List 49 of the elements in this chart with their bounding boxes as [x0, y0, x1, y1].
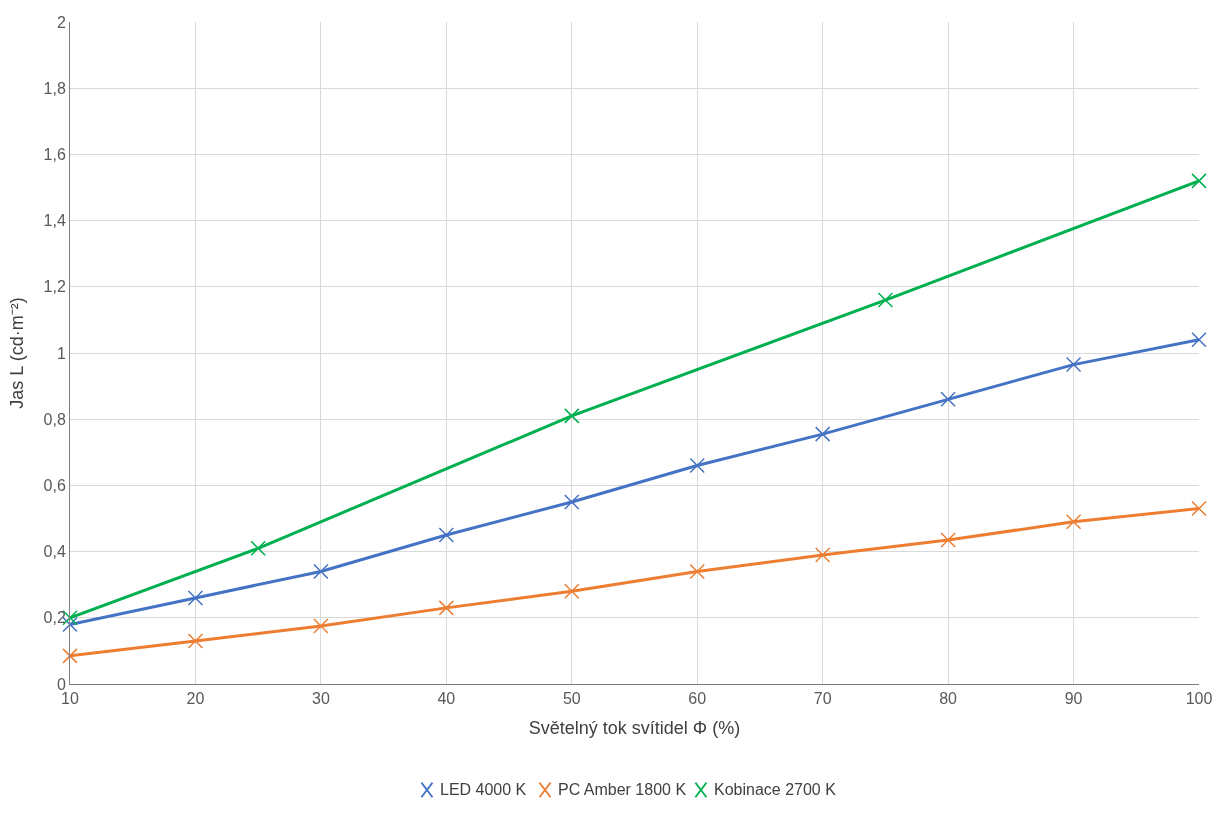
x-tick-label: 10	[61, 690, 79, 708]
y-tick-label: 1,6	[43, 146, 66, 163]
legend-label: LED 4000 K	[440, 781, 527, 798]
point	[250, 540, 266, 557]
x-tick-label: 20	[186, 690, 205, 708]
x-tick-label: 80	[939, 690, 958, 708]
x-tick-label: 40	[437, 690, 456, 708]
point	[438, 527, 455, 543]
point	[689, 457, 705, 474]
point	[1065, 514, 1082, 530]
point	[187, 590, 204, 606]
x-tick-label: 100	[1185, 690, 1213, 708]
x-tick-label: 60	[688, 690, 707, 708]
y-tick-label: 1,8	[43, 79, 66, 97]
x-tick-label: 70	[813, 690, 832, 708]
point	[689, 563, 705, 580]
point	[940, 391, 956, 408]
point	[1191, 332, 1207, 348]
x-tick-label: 90	[1064, 690, 1083, 708]
point	[1065, 356, 1082, 373]
point	[940, 532, 956, 548]
legend-label: PC Amber 1800 K	[558, 781, 687, 798]
point	[1191, 500, 1207, 517]
y-tick-label: 0	[56, 675, 66, 693]
point	[564, 408, 580, 424]
point	[62, 648, 78, 664]
point	[877, 292, 894, 308]
y-tick-label: 1	[56, 344, 66, 362]
y-tick-label: 0,4	[43, 543, 66, 561]
x-tick-label: 30	[311, 690, 330, 708]
y-tick-label: 0,6	[43, 477, 66, 494]
point	[564, 583, 580, 600]
point	[1191, 173, 1207, 189]
y-tick-label: 1,2	[43, 278, 66, 296]
x-axis-title: Světelný tok svítidel Φ (%)	[528, 718, 741, 739]
y-tick-label: 1,4	[43, 212, 66, 230]
y-tick-label: 0,8	[43, 410, 66, 428]
point	[313, 563, 329, 580]
legend-label: Kobinace 2700 K	[714, 781, 837, 798]
y-axis-title: Jas L (cd·m⁻²)	[6, 297, 27, 409]
x-tick-label: 50	[562, 690, 581, 708]
point	[564, 494, 580, 510]
point	[187, 633, 204, 649]
point	[313, 618, 329, 634]
y-tick-label: 0,2	[43, 609, 66, 627]
y-tick-label: 2	[56, 13, 66, 31]
point	[814, 547, 831, 563]
point	[814, 426, 831, 442]
point	[438, 600, 455, 616]
